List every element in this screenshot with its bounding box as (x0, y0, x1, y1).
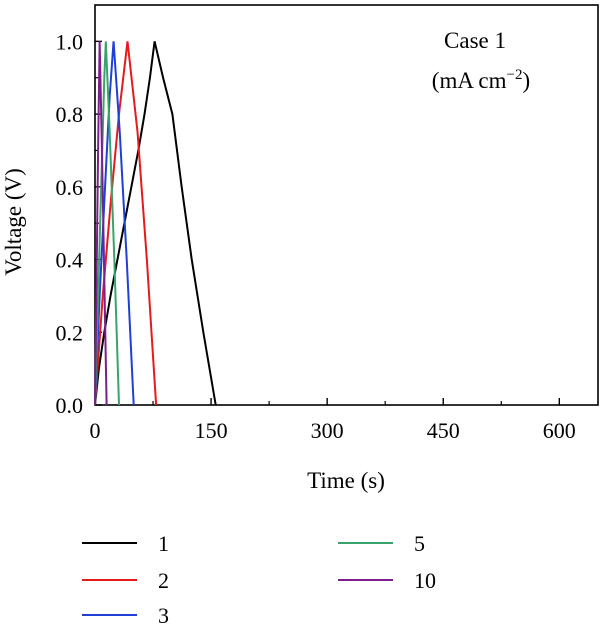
y-tick-label: 0.8 (56, 102, 84, 127)
x-tick-label: 600 (543, 418, 576, 443)
series-line-1 (94, 41, 217, 406)
y-tick-label: 0.6 (56, 175, 84, 200)
legend-label-10: 10 (414, 568, 436, 593)
x-tick-label: 450 (427, 418, 460, 443)
series-line-5 (94, 41, 120, 406)
legend-label-5: 5 (414, 531, 425, 556)
y-tick-label: 0.2 (56, 320, 84, 345)
x-axis-title: Time (s) (307, 468, 385, 493)
y-axis-title: Voltage (V) (1, 168, 26, 276)
x-tick-label: 150 (195, 418, 228, 443)
x-tick-label: 300 (311, 418, 344, 443)
annotation-case: Case 1 (444, 28, 506, 53)
x-tick-label: 0 (90, 418, 101, 443)
annotation-units-prefix: (mA cm (432, 68, 507, 93)
annotation-units-suffix: ) (523, 68, 531, 93)
legend-label-3: 3 (158, 603, 169, 628)
y-tick-label: 1.0 (56, 29, 84, 54)
legend-label-2: 2 (158, 568, 169, 593)
plot-area: 0 150 300 450 600 0.0 0.2 0.4 0.6 0.8 1.0 (56, 4, 599, 443)
legend-label-1: 1 (158, 531, 169, 556)
annotation-units-exponent: −2 (507, 67, 523, 83)
y-tick-label: 0.0 (56, 393, 84, 418)
y-tick-label: 0.4 (56, 248, 84, 273)
series-line-10 (94, 41, 108, 406)
series-lines (94, 41, 217, 406)
series-line-3 (94, 41, 135, 406)
annotation-units: (mA cm−2) (432, 67, 530, 93)
plot-frame (94, 4, 599, 406)
ticks: 0 150 300 450 600 0.0 0.2 0.4 0.6 0.8 1.0 (56, 29, 576, 443)
legend: 1 2 3 5 10 (82, 531, 436, 628)
